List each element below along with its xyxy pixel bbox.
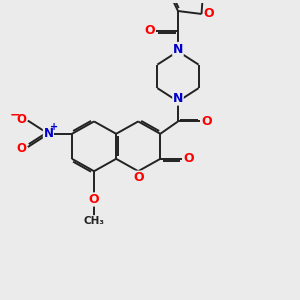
Text: N: N xyxy=(173,43,183,56)
Text: O: O xyxy=(201,115,212,128)
Text: −: − xyxy=(10,109,21,122)
Text: N: N xyxy=(44,127,53,140)
Text: O: O xyxy=(144,24,155,37)
Text: CH₃: CH₃ xyxy=(84,216,105,226)
Text: N: N xyxy=(173,92,183,105)
Text: +: + xyxy=(50,122,58,132)
Text: O: O xyxy=(16,112,26,126)
Text: O: O xyxy=(89,193,99,206)
Text: O: O xyxy=(183,152,194,165)
Text: O: O xyxy=(133,171,143,184)
Text: O: O xyxy=(204,8,214,20)
Text: O: O xyxy=(16,142,26,155)
